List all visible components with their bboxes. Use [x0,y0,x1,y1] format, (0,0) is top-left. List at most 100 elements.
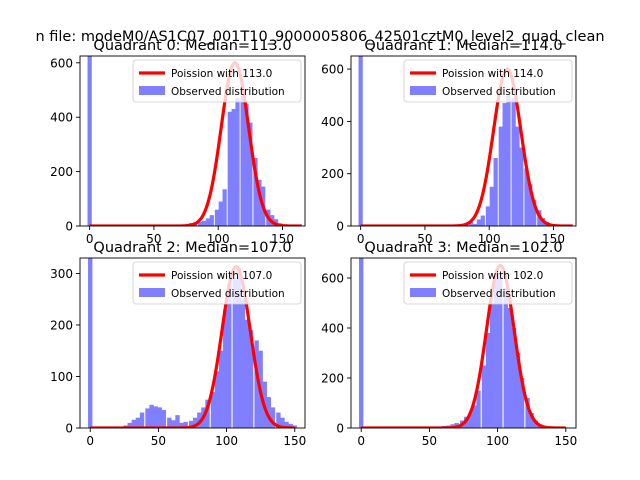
histogram-bar [358,56,363,226]
legend: Poission with 113.0 Observed distribution [132,59,302,103]
y-tick-label: 400 [50,111,73,125]
histogram-bar [127,422,132,428]
histogram-bar [87,56,92,226]
legend-bar-swatch [139,288,165,297]
histogram-bar [236,268,242,428]
histogram-bar [214,209,220,226]
x-tick-label: 150 [271,232,294,246]
histogram-bar [524,168,529,226]
chart-title: Quadrant 0: Median=113.0 [93,38,291,54]
histogram-bar [254,340,259,428]
histogram-bar [183,421,188,428]
x-tick-label: 150 [542,232,565,246]
histogram-bar [161,409,167,428]
y-tick-label: 0 [65,220,73,234]
histogram-bar [493,158,498,226]
quadrant-1-chart: 0 50 100 150 0 200 400 600 Quadrant 1: Median=11… [321,38,577,246]
x-tick-label: 50 [422,434,437,448]
axes-frame [350,55,577,227]
histogram-bar [489,186,494,226]
x-tick-label: 50 [417,232,432,246]
histogram-bar [145,408,150,428]
histogram-bar [198,221,203,226]
histogram-bar [240,95,245,226]
legend-poisson-label: Poission with 113.0 [171,68,272,80]
histogram-bar [288,423,293,428]
histogram-bar [218,201,223,226]
histogram-bar [515,126,520,226]
axes-frame [350,257,577,429]
histogram-bar [284,421,289,428]
histogram-bar [292,425,297,428]
histogram-bar [235,98,240,226]
x-tick-label: 50 [151,434,166,448]
y-tick-label: 200 [50,318,73,332]
legend-bar-swatch [410,86,436,95]
histogram-bar [506,95,511,226]
histogram-bar [266,397,272,428]
legend-bar-swatch [410,288,436,297]
chart-title: Quadrant 2: Median=107.0 [93,240,291,256]
histogram-bar [485,206,491,226]
histogram-bar [469,222,474,226]
histogram-bar [476,219,482,226]
histogram-bar [231,109,236,226]
histogram-bar [280,417,285,428]
histogram-bar [359,258,364,428]
histogram-bar [525,398,530,428]
histogram-bar [489,303,495,428]
histogram-bar [193,417,198,428]
histogram-bar [227,111,232,226]
legend-poisson-label: Poission with 107.0 [171,270,272,282]
x-tick-label: 150 [283,434,306,448]
histogram-bar [529,413,534,428]
legend: Poission with 107.0 Observed distribution [132,261,302,305]
histogram-bar [210,391,216,428]
legend-observed-label: Observed distribution [442,86,556,98]
poisson-curve [89,265,296,428]
histogram-bar [232,278,237,428]
histogram-bar [153,406,158,428]
x-tick-label: 0 [86,434,94,448]
histogram-bar [244,319,250,428]
histogram-bar [205,218,211,226]
histogram-bar [468,413,473,428]
histogram-bar [201,220,207,226]
y-tick-label: 400 [321,322,344,336]
legend-poisson-label: Poission with 114.0 [442,68,543,80]
histogram-bar [179,422,184,428]
histogram-bar [511,97,516,226]
x-tick-label: 0 [357,434,365,448]
histogram-bar [188,420,194,428]
x-tick-label: 0 [357,232,365,246]
y-tick-label: 100 [50,370,73,384]
histogram-bar [244,103,249,226]
histogram-bar [519,147,524,226]
plot-area [359,258,567,428]
histogram-bar [157,407,162,428]
histogram-bar [248,122,253,226]
histogram-bar [197,412,202,428]
legend: Poission with 114.0 Observed distribution [403,59,573,103]
x-tick-label: 150 [554,434,577,448]
poisson-curve [360,263,567,428]
histogram-bar [502,103,507,226]
legend-observed-label: Observed distribution [171,86,285,98]
histogram-bar [276,412,281,428]
histogram-bar [515,353,521,428]
axes-frame [79,257,306,429]
histogram-bar [485,333,491,428]
histogram-bar [171,420,176,428]
y-tick-label: 400 [321,115,344,129]
legend-bar-swatch [139,86,165,95]
histogram-bar [498,126,503,226]
x-tick-label: 100 [215,434,238,448]
histogram-bar [218,350,224,428]
histogram-bar [240,299,246,428]
histogram-bar [139,412,145,428]
histogram-bar [528,184,533,226]
legend-observed-label: Observed distribution [171,288,285,300]
poisson-curve [359,67,574,226]
histogram-bar [476,390,481,428]
histogram-bar [253,158,258,226]
